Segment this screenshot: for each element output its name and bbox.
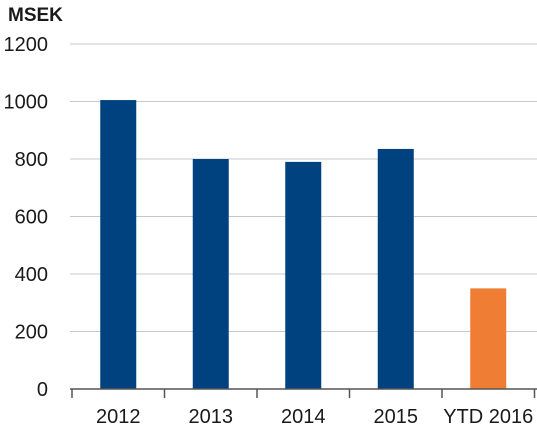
x-axis [70,388,537,398]
bar-2014 [285,161,322,389]
unit-label: MSEK [8,5,63,26]
bar-2012 [100,100,137,389]
y-tick-label: 800 [15,149,48,171]
y-tick-label: 200 [15,322,48,344]
y-tick-label: 1200 [4,34,49,56]
x-tick-label: 2015 [374,406,419,428]
x-tick-label: 2013 [189,406,234,428]
y-tick-label: 1000 [4,92,49,114]
bar-2015 [377,148,414,389]
y-tick-label: 400 [15,264,48,286]
x-tick-label: 2012 [96,406,141,428]
x-tick-label: YTD 2016 [443,406,533,428]
x-axis-tick-labels: 2012 2013 2014 2015 YTD 2016 [96,406,533,428]
y-tick-label: 0 [37,379,48,401]
x-tick-label: 2014 [281,406,326,428]
bar-ytd-2016 [470,288,507,389]
bars [100,100,507,389]
y-tick-label: 600 [15,207,48,229]
y-axis-tick-labels: 0 200 400 600 800 1000 1200 [4,34,49,401]
bar-2013 [192,159,229,389]
